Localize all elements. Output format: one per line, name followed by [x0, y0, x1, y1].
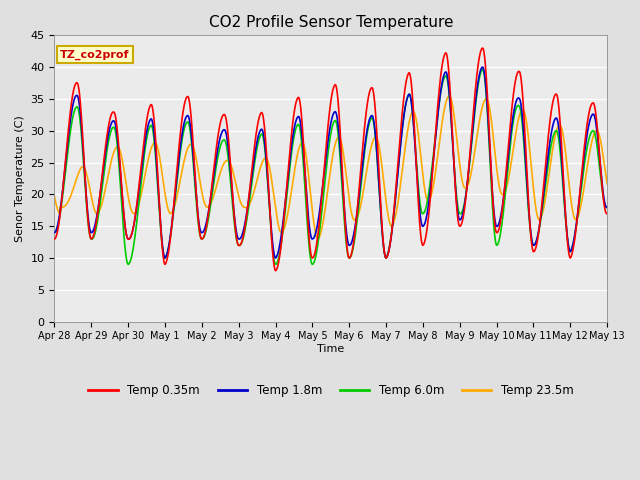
Temp 6.0m	[287, 158, 294, 164]
Temp 0.35m	[479, 45, 486, 51]
Temp 23.5m	[445, 93, 453, 99]
Temp 6.0m	[593, 141, 600, 147]
Temp 0.35m	[147, 103, 154, 108]
Temp 23.5m	[314, 236, 322, 242]
Line: Temp 0.35m: Temp 0.35m	[54, 48, 607, 271]
X-axis label: Time: Time	[317, 344, 344, 354]
Temp 6.0m	[114, 144, 122, 150]
Temp 1.8m	[604, 204, 611, 210]
Temp 1.8m	[533, 235, 541, 241]
Temp 6.0m	[533, 236, 541, 241]
Temp 1.8m	[262, 161, 270, 167]
Temp 1.8m	[287, 151, 294, 156]
Temp 1.8m	[161, 255, 169, 261]
Text: TZ_co2prof: TZ_co2prof	[60, 49, 129, 60]
Temp 23.5m	[147, 148, 154, 154]
Temp 1.8m	[147, 117, 154, 122]
Temp 23.5m	[533, 212, 541, 218]
Legend: Temp 0.35m, Temp 1.8m, Temp 6.0m, Temp 23.5m: Temp 0.35m, Temp 1.8m, Temp 6.0m, Temp 2…	[84, 379, 578, 402]
Temp 0.35m	[533, 239, 541, 245]
Line: Temp 6.0m: Temp 6.0m	[54, 70, 607, 264]
Temp 0.35m	[272, 268, 280, 274]
Temp 6.0m	[262, 163, 270, 168]
Temp 0.35m	[604, 211, 611, 216]
Temp 23.5m	[287, 195, 294, 201]
Temp 0.35m	[593, 119, 600, 124]
Temp 6.0m	[604, 204, 611, 210]
Line: Temp 1.8m: Temp 1.8m	[54, 67, 607, 258]
Line: Temp 23.5m: Temp 23.5m	[54, 96, 607, 239]
Temp 1.8m	[51, 229, 58, 235]
Temp 6.0m	[147, 123, 154, 129]
Temp 0.35m	[262, 149, 270, 155]
Temp 6.0m	[479, 67, 486, 72]
Temp 0.35m	[114, 129, 122, 134]
Temp 1.8m	[114, 136, 122, 142]
Temp 23.5m	[262, 156, 270, 161]
Temp 23.5m	[604, 181, 611, 187]
Temp 23.5m	[51, 193, 58, 199]
Temp 23.5m	[114, 144, 122, 150]
Temp 0.35m	[287, 141, 294, 146]
Temp 6.0m	[272, 262, 280, 267]
Y-axis label: Senor Temperature (C): Senor Temperature (C)	[15, 115, 25, 242]
Temp 1.8m	[593, 126, 600, 132]
Title: CO2 Profile Sensor Temperature: CO2 Profile Sensor Temperature	[209, 15, 453, 30]
Temp 23.5m	[593, 128, 600, 133]
Temp 6.0m	[51, 229, 58, 235]
Temp 0.35m	[51, 236, 58, 242]
Temp 1.8m	[479, 64, 486, 70]
